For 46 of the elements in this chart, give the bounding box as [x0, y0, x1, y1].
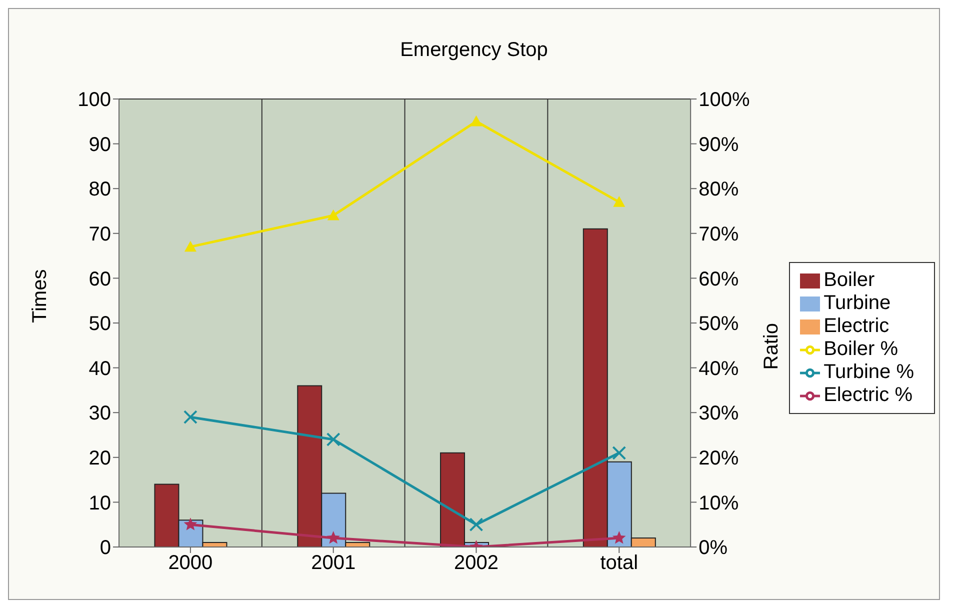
legend-label: Boiler % — [824, 338, 898, 360]
point — [469, 518, 484, 532]
y-tick-label: 20 — [88, 448, 111, 470]
y2-tick-label: 10% — [698, 492, 739, 514]
y-tick-label: 10 — [88, 492, 111, 514]
y-tick-label: 0 — [100, 537, 111, 560]
y2-axis-title: Ratio — [760, 323, 783, 370]
point — [327, 209, 340, 220]
point — [184, 240, 196, 252]
point — [183, 410, 198, 424]
point — [612, 531, 626, 544]
point — [326, 531, 340, 544]
x-tick-label: 2002 — [454, 552, 498, 574]
point — [326, 432, 340, 446]
legend-label: Electric % — [824, 384, 912, 406]
legend-label: Turbine % — [824, 361, 914, 383]
y2-tick-label: 80% — [698, 178, 739, 201]
point — [184, 518, 198, 530]
y2-tick-label: 20% — [698, 448, 739, 470]
point — [613, 196, 626, 207]
point — [612, 446, 626, 460]
legend-label: Turbine — [824, 292, 891, 314]
x-tick-label: total — [600, 552, 638, 574]
y-axis-title: Times — [29, 269, 52, 323]
y2-tick-label: 100% — [698, 89, 750, 112]
x-tick-label: 2000 — [168, 552, 213, 574]
point — [470, 115, 482, 126]
y2-tick-label: 40% — [698, 358, 739, 380]
y-tick-label: 100 — [78, 89, 111, 112]
legend-label: Electric — [824, 315, 890, 337]
x-tick-label: 2001 — [311, 552, 356, 574]
y2-tick-label: 60% — [698, 268, 739, 290]
legend-label: Boiler — [824, 269, 875, 291]
y2-tick-label: 70% — [698, 224, 739, 246]
y-tick-label: 30 — [88, 402, 111, 425]
y-tick-label: 90 — [88, 134, 111, 156]
y-tick-label: 40 — [88, 358, 111, 380]
y2-tick-label: 50% — [698, 313, 739, 336]
y2-tick-label: 90% — [698, 134, 739, 156]
y-tick-label: 50 — [88, 313, 111, 336]
y2-tick-label: 0% — [698, 537, 728, 560]
y-tick-label: 70 — [88, 224, 111, 246]
y-tick-label: 80 — [88, 178, 111, 201]
y-tick-label: 60 — [88, 268, 111, 290]
chart-title: Emergency Stop — [399, 38, 549, 63]
y2-tick-label: 30% — [698, 402, 739, 425]
